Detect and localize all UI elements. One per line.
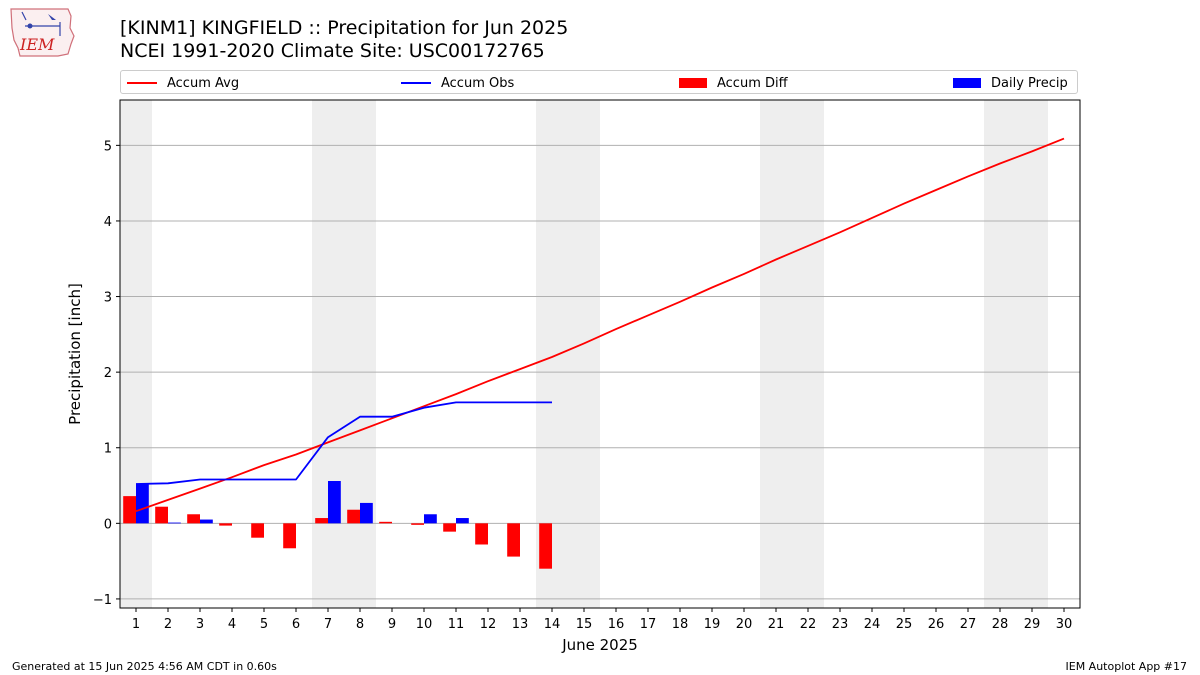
weekend-shade <box>536 100 600 608</box>
accum-diff-bar <box>379 521 392 524</box>
legend-swatch <box>401 82 431 84</box>
daily-precip-bar <box>328 481 341 524</box>
x-tick-label: 12 <box>480 617 497 632</box>
weekend-shade <box>120 100 152 608</box>
x-tick-label: 22 <box>800 617 817 632</box>
legend-swatch <box>953 78 981 88</box>
x-tick-label: 27 <box>960 617 977 632</box>
daily-precip-bar <box>136 484 149 524</box>
accum-obs-line <box>135 401 552 485</box>
legend-label: Daily Precip <box>991 75 1068 91</box>
x-tick-label: 6 <box>292 617 300 632</box>
y-tick-label: 3 <box>104 291 112 306</box>
x-tick-label: 23 <box>832 617 849 632</box>
legend-item-daily-precip: Daily Precip <box>953 73 1068 93</box>
x-tick-label: 19 <box>704 617 721 632</box>
plot-frame <box>119 99 1081 609</box>
x-tick-label: 1 <box>132 617 140 632</box>
x-tick-label: 20 <box>736 617 753 632</box>
chart-title: [KINM1] KINGFIELD :: Precipitation for J… <box>120 17 569 39</box>
daily-precip-bar <box>200 519 213 524</box>
x-tick-label: 9 <box>388 617 396 632</box>
footer-generated: Generated at 15 Jun 2025 4:56 AM CDT in … <box>12 660 277 673</box>
x-tick-label: 13 <box>512 617 529 632</box>
x-tick-label: 16 <box>608 617 625 632</box>
legend-item-accum-avg: Accum Avg <box>127 73 239 93</box>
y-tick-label: 4 <box>104 215 112 230</box>
daily-precip-bar <box>360 502 373 524</box>
accum-diff-bar <box>347 509 360 524</box>
x-tick-label: 3 <box>196 617 204 632</box>
accum-diff-bar <box>283 523 296 549</box>
x-tick-label: 7 <box>324 617 332 632</box>
iem-logo: IEM <box>10 8 75 57</box>
legend-label: Accum Avg <box>167 75 240 91</box>
x-tick-label: 10 <box>416 617 433 632</box>
x-tick-label: 15 <box>576 617 593 632</box>
legend-label: Accum Diff <box>717 75 788 91</box>
accum-diff-bar <box>475 523 488 545</box>
accum-diff-bar <box>507 523 520 557</box>
x-tick-label: 5 <box>260 617 268 632</box>
weekend-shade <box>312 100 376 608</box>
legend-item-accum-diff: Accum Diff <box>679 73 788 93</box>
legend-swatch <box>679 78 707 88</box>
x-axis-label: June 2025 <box>561 636 638 654</box>
weekend-shade <box>760 100 824 608</box>
legend-label: Accum Obs <box>441 75 515 91</box>
chart-subtitle: NCEI 1991-2020 Climate Site: USC00172765 <box>120 40 545 62</box>
x-tick-label: 21 <box>768 617 785 632</box>
y-tick-label: 5 <box>104 139 112 154</box>
x-tick-label: 24 <box>864 617 881 632</box>
x-tick-label: 25 <box>896 617 913 632</box>
y-tick-label: 1 <box>104 442 112 457</box>
x-tick-label: 11 <box>448 617 465 632</box>
daily-precip-bar <box>456 518 469 524</box>
legend-swatch <box>127 82 157 84</box>
accum-diff-bar <box>155 506 168 524</box>
y-tick-label: 0 <box>104 517 112 532</box>
x-tick-label: 4 <box>228 617 236 632</box>
accum-diff-bar <box>251 523 264 538</box>
accum-diff-bar <box>539 523 552 569</box>
y-tick-label: 2 <box>104 366 112 381</box>
x-tick-label: 30 <box>1056 617 1073 632</box>
daily-precip-bar <box>424 514 437 524</box>
x-tick-label: 14 <box>544 617 561 632</box>
x-tick-label: 2 <box>164 617 172 632</box>
footer-app: IEM Autoplot App #17 <box>1065 660 1188 673</box>
x-tick-label: 28 <box>992 617 1009 632</box>
chart-legend: Accum Avg Accum Obs Accum Diff Daily Pre… <box>120 70 1078 94</box>
weekend-shade <box>984 100 1048 608</box>
accum-diff-bar <box>123 496 136 524</box>
daily-precip-bar <box>168 522 181 524</box>
accum-avg-line <box>135 137 1065 513</box>
logo-text: IEM <box>19 35 55 54</box>
accum-diff-bar <box>315 518 328 524</box>
x-tick-label: 29 <box>1024 617 1041 632</box>
accum-diff-bar <box>443 523 456 532</box>
y-tick-label: −1 <box>93 593 112 608</box>
legend-item-accum-obs: Accum Obs <box>401 73 514 93</box>
accum-diff-bar <box>411 523 424 525</box>
x-tick-label: 18 <box>672 617 689 632</box>
accum-diff-bar <box>219 523 232 526</box>
x-tick-label: 26 <box>928 617 945 632</box>
accum-diff-bar <box>187 514 200 524</box>
x-tick-label: 8 <box>356 617 364 632</box>
y-axis-label: Precipitation [inch] <box>66 283 84 425</box>
x-tick-label: 17 <box>640 617 657 632</box>
